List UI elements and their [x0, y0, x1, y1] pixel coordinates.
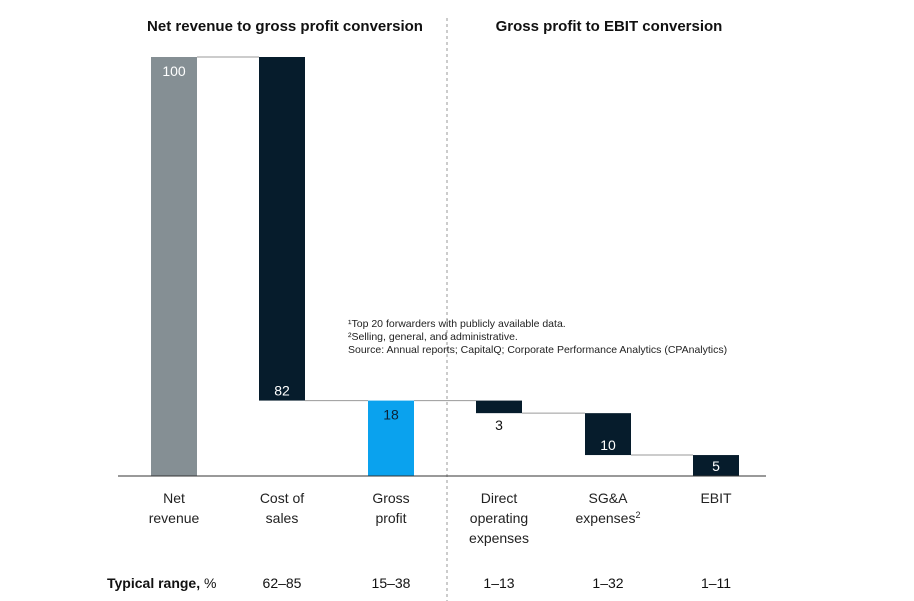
section-title-1: Net revenue to gross profit conversion: [147, 18, 423, 35]
value-label-1: 82: [274, 383, 290, 399]
value-label-2: 18: [383, 407, 399, 423]
category-label-2: Gross profit: [372, 490, 409, 526]
range-value-5: 1–11: [701, 575, 731, 591]
bar-3: [476, 400, 522, 414]
category-label-4: SG&A expenses2: [576, 490, 641, 526]
value-label-4: 10: [600, 437, 616, 453]
value-label-0: 100: [162, 63, 186, 79]
range-title: Typical range, %: [107, 575, 216, 591]
range-value-3: 1–13: [483, 575, 514, 591]
bar-0: [151, 57, 197, 476]
bar-1: [259, 57, 305, 401]
category-label-5: EBIT: [700, 490, 732, 506]
bar-4: [585, 413, 631, 456]
section-title-2: Gross profit to EBIT conversion: [496, 18, 723, 35]
range-value-4: 1–32: [592, 575, 623, 591]
footnote-2: ²Selling, general, and administrative.: [348, 331, 518, 343]
category-label-0: Net revenue: [149, 490, 200, 526]
range-value-2: 15–38: [372, 575, 411, 591]
bar-5: [693, 455, 739, 476]
value-label-5: 5: [712, 458, 720, 474]
footnotes: ¹Top 20 forwarders with publicly availab…: [348, 318, 727, 357]
category-label-1: Cost of sales: [260, 490, 304, 526]
value-label-3: 3: [495, 417, 503, 433]
source-note: Source: Annual reports; CapitalQ; Corpor…: [348, 344, 728, 356]
range-value-1: 62–85: [263, 575, 302, 591]
category-label-3: Direct operating expenses: [469, 490, 529, 546]
footnote-1: ¹Top 20 forwarders with publicly availab…: [348, 318, 566, 330]
bar-2: [368, 400, 414, 476]
